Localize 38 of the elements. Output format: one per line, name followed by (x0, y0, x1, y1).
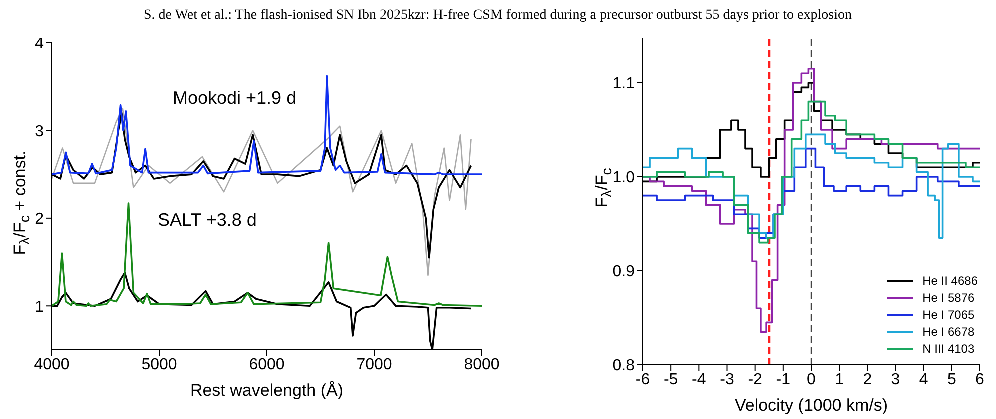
y-tick-label: 4 (35, 36, 44, 53)
x-tick-label: 8000 (464, 356, 500, 374)
y-tick-label: 1.1 (612, 76, 636, 93)
x-tick-label: -3 (720, 371, 734, 388)
annotation: SALT +3.8 d (158, 210, 257, 231)
x-tick-label: -4 (692, 371, 706, 388)
x-tick-label: 7000 (356, 356, 392, 374)
x-axis-title: Velocity (1000 km/s) (734, 396, 888, 415)
x-tick-label: 3 (891, 371, 900, 388)
legend-label: N III 4103 (922, 342, 975, 356)
x-tick-label: 5 (947, 371, 956, 388)
x-tick-label: -2 (748, 371, 763, 388)
x-tick-label: 1 (835, 371, 844, 388)
x-tick-label: 6000 (249, 356, 285, 374)
y-tick-label: 2 (35, 211, 44, 228)
y-tick-label: 0.8 (612, 358, 636, 375)
annotation: Mookodi +1.9 d (173, 88, 297, 109)
y-tick-label: 0.9 (612, 264, 636, 281)
y-tick-label: 3 (35, 123, 44, 140)
chart-title: S. de Wet et al.: The flash-ionised SN Ibn 2025kzr: H-free CSM formed during a precursor outburst 55 days prior to explosion (144, 8, 852, 23)
y-tick-label: 1.0 (612, 170, 636, 187)
y-tick-label: 1 (35, 298, 44, 316)
line-series (52, 75, 482, 176)
x-tick-label: -5 (664, 371, 678, 388)
legend-label: He II 4686 (922, 274, 978, 288)
legend-label: He I 5876 (922, 290, 975, 304)
legend-label: He I 7065 (922, 308, 975, 322)
x-tick-label: 0 (807, 371, 816, 388)
x-tick-label: 2 (863, 371, 872, 388)
line-series (52, 202, 482, 308)
x-tick-label: 4 (919, 371, 928, 388)
x-tick-label: 6 (976, 371, 985, 388)
x-axis-title: Rest wavelength (Å) (190, 381, 344, 400)
x-tick-label: -6 (636, 371, 650, 388)
x-tick-label: 4000 (34, 356, 70, 374)
x-tick-label: 5000 (142, 356, 178, 374)
legend-label: He I 6678 (922, 324, 975, 338)
x-tick-label: -1 (776, 371, 791, 388)
